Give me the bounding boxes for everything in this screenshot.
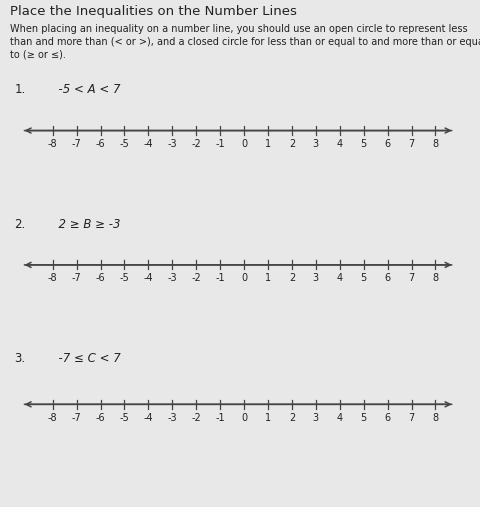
Text: 5: 5 [360, 273, 366, 283]
Text: 0: 0 [240, 413, 247, 423]
Text: -6: -6 [96, 413, 105, 423]
Text: 2.: 2. [14, 218, 25, 231]
Text: 8: 8 [432, 273, 438, 283]
Text: 7: 7 [408, 273, 414, 283]
Text: 5: 5 [360, 413, 366, 423]
Text: -5: -5 [120, 139, 129, 149]
Text: 2: 2 [288, 139, 294, 149]
Text: 1: 1 [264, 413, 271, 423]
Text: -3: -3 [167, 273, 177, 283]
Text: 1.: 1. [14, 84, 25, 96]
Text: 6: 6 [384, 273, 390, 283]
Text: -6: -6 [96, 273, 105, 283]
Text: -8: -8 [48, 139, 58, 149]
Text: 3: 3 [312, 413, 318, 423]
Text: -7: -7 [72, 139, 81, 149]
Text: 2 ≥ B ≥ -3: 2 ≥ B ≥ -3 [51, 218, 120, 231]
Text: -6: -6 [96, 139, 105, 149]
Text: -2: -2 [191, 413, 201, 423]
Text: 2: 2 [288, 273, 294, 283]
Text: -3: -3 [167, 139, 177, 149]
Text: -2: -2 [191, 139, 201, 149]
Text: 6: 6 [384, 413, 390, 423]
Text: -1: -1 [215, 273, 225, 283]
Text: -7: -7 [72, 273, 81, 283]
Text: -7 ≤ C < 7: -7 ≤ C < 7 [51, 352, 120, 365]
Text: 3.: 3. [14, 352, 25, 365]
Text: -5 < A < 7: -5 < A < 7 [51, 84, 120, 96]
Text: -5: -5 [120, 413, 129, 423]
Text: -3: -3 [167, 413, 177, 423]
Text: -5: -5 [120, 273, 129, 283]
Text: When placing an inequality on a number line, you should use an open circle to re: When placing an inequality on a number l… [10, 23, 480, 60]
Text: 3: 3 [312, 139, 318, 149]
Text: -8: -8 [48, 413, 58, 423]
Text: 1: 1 [264, 139, 271, 149]
Text: 0: 0 [240, 273, 247, 283]
Text: 7: 7 [408, 139, 414, 149]
Text: -4: -4 [143, 413, 153, 423]
Text: 2: 2 [288, 413, 294, 423]
Text: 0: 0 [240, 139, 247, 149]
Text: 1: 1 [264, 273, 271, 283]
Text: 4: 4 [336, 139, 342, 149]
Text: -8: -8 [48, 273, 58, 283]
Text: 6: 6 [384, 139, 390, 149]
Text: -1: -1 [215, 139, 225, 149]
Text: -4: -4 [143, 273, 153, 283]
Text: 4: 4 [336, 273, 342, 283]
Text: 3: 3 [312, 273, 318, 283]
Text: 8: 8 [432, 413, 438, 423]
Text: 4: 4 [336, 413, 342, 423]
Text: -7: -7 [72, 413, 81, 423]
Text: -4: -4 [143, 139, 153, 149]
Text: -2: -2 [191, 273, 201, 283]
Text: Place the Inequalities on the Number Lines: Place the Inequalities on the Number Lin… [10, 5, 296, 18]
Text: -1: -1 [215, 413, 225, 423]
Text: 7: 7 [408, 413, 414, 423]
Text: 5: 5 [360, 139, 366, 149]
Text: 8: 8 [432, 139, 438, 149]
